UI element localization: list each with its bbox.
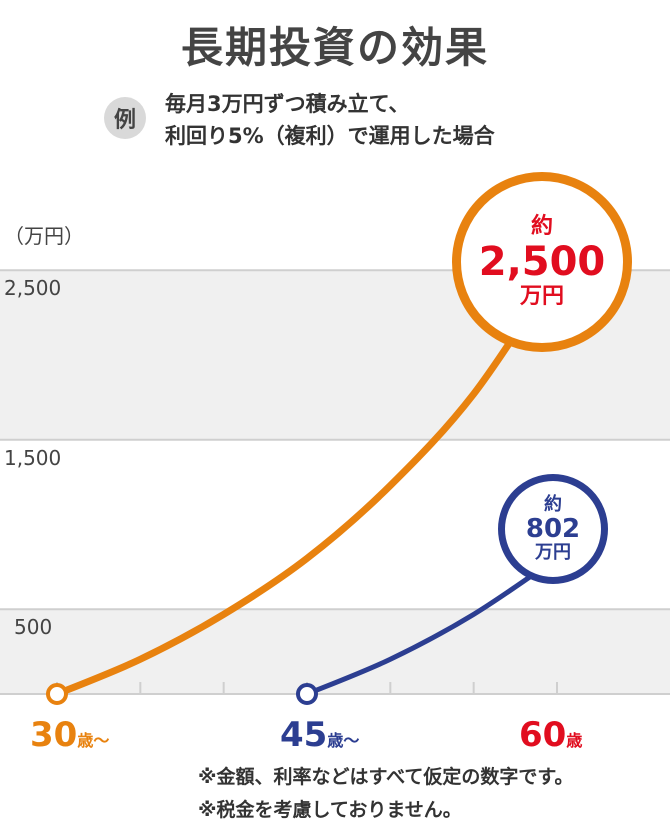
callout-value: 802 bbox=[525, 514, 581, 544]
callout-approx-label: 約 bbox=[544, 494, 562, 515]
x-tick-number: 60 bbox=[519, 715, 567, 755]
footnote-2: ※税金を考慮しておりません。 bbox=[198, 799, 462, 821]
series-start-marker-45 bbox=[296, 683, 318, 705]
example-badge: 例 bbox=[104, 97, 146, 139]
x-tick-suffix: 歳〜 bbox=[327, 731, 360, 750]
y-tick-label: 1,500 bbox=[4, 445, 62, 470]
y-tick-label: 2,500 bbox=[4, 276, 62, 301]
callout-2500: 約 2,500 万円 bbox=[452, 172, 632, 352]
x-tick-label-30: 30歳〜 bbox=[30, 715, 109, 755]
x-tick-suffix: 歳〜 bbox=[77, 731, 110, 750]
series-line-45 bbox=[304, 555, 560, 697]
series-line-30 bbox=[53, 266, 561, 698]
band-lower bbox=[0, 609, 670, 694]
page-title: 長期投資の効果 bbox=[180, 23, 489, 72]
series-start-marker-30 bbox=[46, 683, 68, 705]
x-tick-number: 45 bbox=[280, 715, 328, 755]
y-tick-label: 500 bbox=[14, 615, 53, 640]
subtitle-line-1: 毎月3万円ずつ積み立て、 bbox=[165, 92, 410, 116]
x-tick-suffix: 歳 bbox=[566, 731, 583, 750]
y-axis-unit-label: （万円） bbox=[4, 224, 84, 248]
callout-unit: 万円 bbox=[519, 284, 564, 309]
callout-value: 2,500 bbox=[478, 239, 606, 285]
x-tick-label-45: 45歳〜 bbox=[280, 715, 359, 755]
callout-802: 約 802 万円 bbox=[498, 474, 608, 584]
footnote-1: ※金額、利率などはすべて仮定の数字です。 bbox=[198, 766, 574, 788]
subtitle-line-2: 利回り5%（複利）で運用した場合 bbox=[165, 124, 495, 148]
callout-unit: 万円 bbox=[535, 542, 571, 563]
callout-approx-label: 約 bbox=[530, 214, 553, 239]
chart-canvas bbox=[0, 266, 670, 705]
x-tick-label-60: 60歳 bbox=[519, 715, 582, 755]
x-tick-number: 30 bbox=[30, 715, 78, 755]
